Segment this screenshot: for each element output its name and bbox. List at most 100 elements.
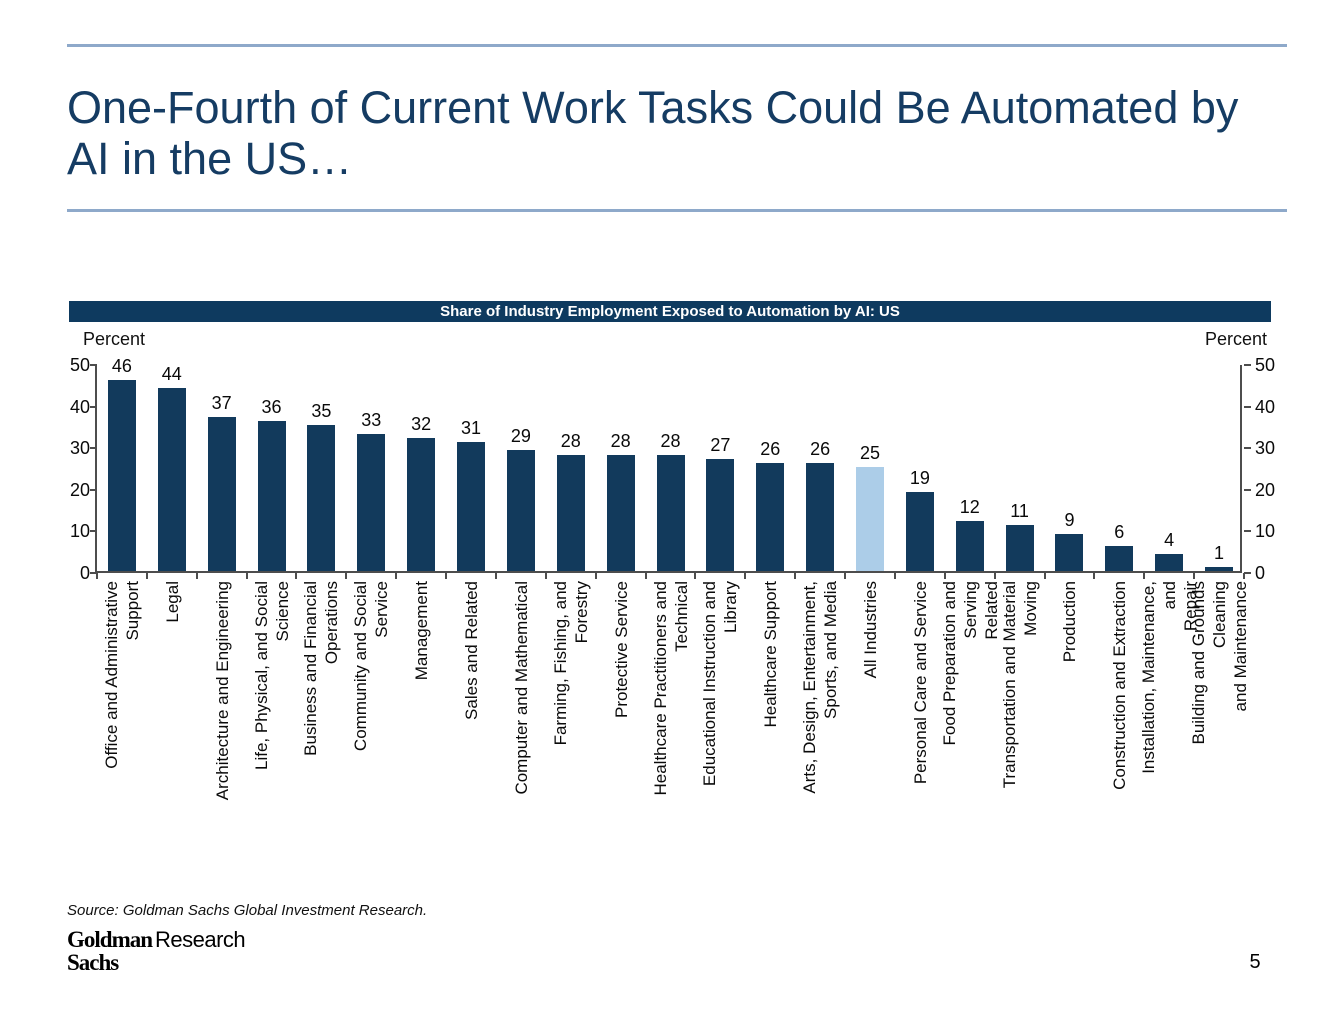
- x-axis-tick: [245, 573, 248, 579]
- y-axis-tick-label: 30: [1255, 438, 1276, 459]
- y-axis-tick: [90, 572, 97, 574]
- y-axis-tick: [90, 447, 97, 450]
- y-axis-unit-label-right: Percent: [1204, 329, 1267, 349]
- x-axis-label: Healthcare Support: [760, 581, 780, 728]
- x-axis-tick: [494, 573, 497, 579]
- x-axis-label: Installation, Maintenance, and Repair: [1138, 581, 1200, 774]
- x-axis-tick: [993, 573, 996, 579]
- x-axis-label: All Industries: [860, 581, 880, 679]
- bar: [1205, 566, 1234, 571]
- x-axis-tick: [1093, 573, 1096, 579]
- bar: [606, 454, 635, 571]
- bar-value-label: 29: [510, 426, 531, 447]
- x-axis-tick: [594, 573, 597, 579]
- bar: [307, 425, 336, 571]
- y-axis-tick: [90, 530, 97, 533]
- x-axis-label: Business and Financial Operations: [301, 581, 342, 756]
- bar-value-label: 12: [959, 497, 980, 518]
- x-axis-tick: [893, 573, 896, 579]
- bar-value-label: 26: [760, 438, 781, 459]
- bar: [357, 433, 386, 571]
- y-axis-tick-label: 30: [69, 438, 90, 459]
- bar-value-label: 6: [1114, 522, 1125, 543]
- x-axis-label: Personal Care and Service: [910, 581, 930, 785]
- bar-value-label: 36: [261, 397, 282, 418]
- logo-word-sachs: Sachs: [67, 950, 119, 975]
- y-axis-tick-label: 0: [1255, 563, 1266, 583]
- x-axis-label: Management: [411, 581, 431, 681]
- x-axis-tick: [295, 573, 298, 579]
- bar-value-label: 33: [361, 409, 382, 430]
- y-axis-tick: [1244, 488, 1251, 491]
- x-axis-label: Building and Grounds Cleaning and Mainte…: [1188, 581, 1250, 745]
- x-axis-tick: [694, 573, 697, 579]
- y-axis-tick: [1244, 530, 1251, 533]
- bar: [457, 442, 486, 571]
- bar-value-label: 19: [909, 467, 930, 488]
- title-top-rule: [67, 44, 1287, 47]
- logo-word-goldman: Goldman: [67, 927, 153, 952]
- x-axis-label: Educational Instruction and Library: [700, 581, 741, 787]
- page-number: 5: [1249, 951, 1261, 973]
- x-axis-tick: [195, 573, 198, 579]
- bar: [506, 450, 535, 571]
- x-axis-tick: [794, 573, 797, 579]
- y-axis-tick: [90, 364, 97, 366]
- bar: [1055, 533, 1084, 571]
- x-axis-label: Office and Administrative Support: [101, 581, 142, 769]
- chart-title-band: Share of Industry Employment Exposed to …: [69, 301, 1271, 322]
- x-axis-label: Farming, Fishing, and Forestry: [550, 581, 591, 746]
- y-axis-tick: [1244, 405, 1251, 408]
- y-axis-tick: [1244, 572, 1251, 574]
- bar: [656, 454, 685, 571]
- x-axis-label: Computer and Mathematical: [511, 581, 531, 795]
- bar: [955, 521, 984, 571]
- bar-value-label: 28: [560, 430, 581, 451]
- bar: [905, 491, 934, 571]
- x-axis-label: Sales and Related: [461, 581, 481, 720]
- x-axis-tick: [345, 573, 348, 579]
- x-axis-tick: [96, 573, 98, 579]
- y-axis-tick-label: 10: [69, 521, 90, 542]
- y-axis-tick-label: 40: [1255, 396, 1276, 417]
- bar-value-label: 28: [610, 430, 631, 451]
- x-axis-label: Life, Physical, and Social Science: [251, 581, 292, 770]
- bar-value-label: 25: [859, 443, 880, 463]
- bar-value-label: 31: [461, 418, 482, 439]
- bar: [1105, 546, 1134, 571]
- bar: [407, 437, 436, 571]
- y-axis-tick-label: 50: [69, 355, 90, 375]
- bar: [107, 379, 136, 571]
- plot-area: 46 Office and Administrative Support 44 Leg…: [70, 355, 1275, 800]
- x-axis-tick: [544, 573, 547, 579]
- y-axis-tick-label: 40: [69, 396, 90, 417]
- title-bottom-rule: [67, 209, 1287, 212]
- bar: [157, 387, 186, 571]
- x-axis-tick: [395, 573, 398, 579]
- x-axis-tick: [1143, 573, 1146, 579]
- x-axis-label: Production: [1059, 581, 1079, 663]
- bar-value-label: 44: [161, 363, 182, 384]
- y-axis-tick-label: 20: [69, 479, 90, 500]
- bar: [1005, 525, 1034, 571]
- bar: [207, 417, 236, 571]
- y-axis-tick: [1244, 447, 1251, 450]
- bar-value-label: 32: [411, 413, 432, 434]
- bar-value-label: 26: [810, 438, 831, 459]
- page-title: One-Fourth of Current Work Tasks Could B…: [67, 82, 1239, 184]
- x-axis-label: Community and Social Service: [351, 581, 392, 752]
- y-axis-tick: [1244, 364, 1251, 366]
- x-axis-tick: [844, 573, 847, 579]
- y-axis-tick-label: 20: [1255, 479, 1276, 500]
- x-axis-tick: [943, 573, 946, 579]
- x-axis-label: Construction and Extraction: [1109, 581, 1129, 790]
- goldman-sachs-logo: Goldman Sachs Research: [67, 927, 246, 975]
- x-axis-tick: [1193, 573, 1196, 579]
- bar-value-label: 1: [1214, 542, 1225, 563]
- x-axis-tick: [145, 573, 148, 579]
- bar-value-label: 4: [1164, 530, 1175, 551]
- y-axis-tick-label: 50: [1255, 355, 1276, 375]
- bar-value-label: 27: [710, 434, 731, 455]
- bar-value-label: 37: [211, 393, 232, 414]
- x-axis-label: Arts, Design, Entertainment, Sports, and…: [800, 581, 841, 794]
